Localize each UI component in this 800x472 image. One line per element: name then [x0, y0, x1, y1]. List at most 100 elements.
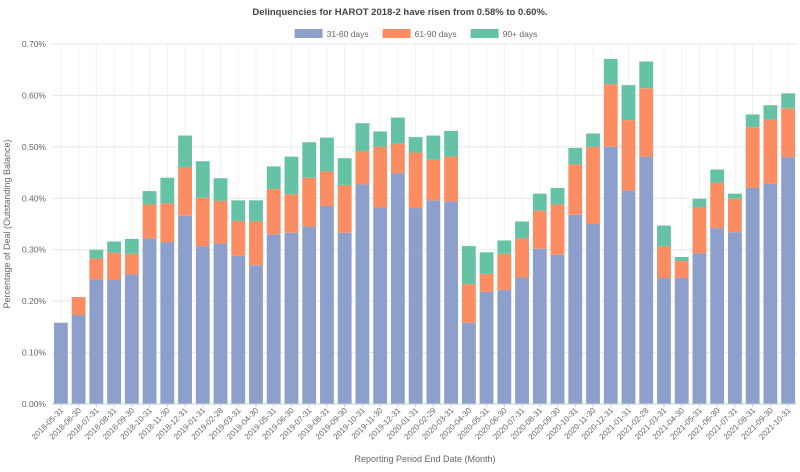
bar-61-90-days — [621, 120, 636, 191]
bar-31-60-days — [284, 232, 299, 404]
bar-31-60-days — [426, 200, 441, 404]
bar-90-days — [266, 166, 281, 190]
bar-90-days — [178, 135, 192, 167]
bar-31-60-days — [160, 242, 175, 404]
bar-90-days — [657, 225, 671, 247]
bar-90-days — [390, 117, 405, 144]
legend-swatch — [294, 29, 323, 38]
bar-61-90-days — [497, 253, 512, 290]
bar-90-days — [408, 137, 423, 153]
bar-31-60-days — [195, 246, 210, 404]
bar-90-days — [515, 221, 529, 239]
bar-61-90-days — [763, 119, 778, 184]
bar-61-90-days — [178, 166, 192, 216]
bar-90-days — [674, 256, 689, 262]
bar-31-60-days — [568, 214, 583, 404]
bar-31-60-days — [532, 248, 547, 404]
bar-90-days — [479, 252, 494, 274]
bar-61-90-days — [674, 261, 689, 278]
bar-90-days — [124, 238, 139, 254]
bar-61-90-days — [426, 159, 441, 201]
bar-31-60-days — [142, 238, 157, 404]
bar-61-90-days — [124, 253, 139, 275]
bar-31-60-days — [586, 224, 600, 404]
bar-31-60-days — [444, 201, 459, 404]
bar-90-days — [621, 85, 636, 121]
bar-61-90-days — [408, 152, 423, 209]
chart-title: Delinquencies for HAROT 2018-2 have rise… — [252, 7, 547, 18]
y-tick-label: 0.70% — [22, 39, 47, 49]
bar-90-days — [603, 58, 618, 85]
legend-label: 31-60 days — [327, 29, 369, 39]
bar-61-90-days — [266, 189, 281, 235]
bar-31-60-days — [461, 322, 476, 404]
bar-61-90-days — [302, 177, 317, 227]
bar-90-days — [284, 156, 299, 195]
bar-90-days — [710, 169, 725, 183]
legend-swatch — [470, 29, 499, 38]
bar-61-90-days — [444, 156, 459, 202]
bar-31-60-days — [124, 274, 139, 404]
bar-31-60-days — [213, 243, 228, 404]
bar-61-90-days — [532, 210, 547, 249]
x-axis-ticks: 2018-05-312018-06-302018-07-312018-08-31… — [30, 403, 797, 441]
y-tick-label: 0.30% — [22, 245, 47, 255]
bar-31-60-days — [89, 279, 104, 404]
bars — [53, 58, 796, 404]
bar-90-days — [692, 198, 707, 208]
bar-61-90-days — [515, 238, 529, 278]
bar-31-60-days — [178, 215, 192, 404]
bar-61-90-days — [160, 203, 175, 242]
bar-61-90-days — [781, 108, 796, 158]
bar-90-days — [639, 61, 654, 89]
bar-31-60-days — [674, 278, 689, 404]
bar-61-90-days — [231, 220, 246, 256]
bar-90-days — [497, 240, 512, 254]
legend-label: 61-90 days — [415, 29, 457, 39]
y-tick-label: 0.00% — [22, 399, 47, 409]
y-axis-ticks: 0.00% 0.10% 0.20% 0.30% 0.40% 0.50% 0.60% 0.70% — [22, 39, 47, 409]
y-tick-label: 0.10% — [22, 348, 47, 358]
legend-swatch — [382, 29, 411, 38]
bar-61-90-days — [692, 207, 707, 254]
bar-31-60-days — [710, 228, 725, 404]
legend-label: 90+ days — [503, 29, 538, 39]
bar-90-days — [461, 246, 476, 285]
bar-61-90-days — [390, 143, 405, 174]
bar-90-days — [426, 135, 441, 160]
bar-61-90-days — [745, 127, 760, 188]
bar-61-90-days — [89, 258, 104, 280]
bar-90-days — [444, 130, 459, 157]
bar-31-60-days — [107, 280, 122, 404]
bar-31-60-days — [727, 232, 742, 404]
bar-61-90-days — [710, 182, 725, 229]
bar-90-days — [586, 133, 600, 147]
bar-90-days — [213, 178, 228, 201]
bar-31-60-days — [515, 277, 529, 404]
y-axis-label: Percentage of Deal (Outstanding Balance) — [2, 139, 12, 308]
bar-90-days — [550, 188, 565, 205]
y-tick-label: 0.40% — [22, 193, 47, 203]
bar-90-days — [302, 142, 317, 178]
bar-61-90-days — [320, 171, 334, 206]
bar-31-60-days — [71, 315, 86, 404]
bar-61-90-days — [657, 246, 671, 278]
bar-61-90-days — [639, 88, 654, 157]
bar-90-days — [337, 158, 352, 185]
bar-31-60-days — [692, 253, 707, 404]
bar-61-90-days — [142, 204, 157, 239]
bar-61-90-days — [586, 146, 600, 224]
bar-31-60-days — [320, 206, 334, 404]
y-tick-label: 0.50% — [22, 142, 47, 152]
bar-90-days — [107, 241, 122, 253]
bar-31-60-days — [266, 234, 281, 404]
bar-31-60-days — [745, 188, 760, 404]
bar-31-60-days — [550, 254, 565, 404]
bar-90-days — [249, 200, 263, 222]
bar-90-days — [781, 93, 796, 109]
bar-31-60-days — [497, 289, 512, 404]
bar-90-days — [727, 193, 742, 199]
bar-90-days — [89, 249, 104, 259]
bar-61-90-days — [373, 146, 388, 208]
